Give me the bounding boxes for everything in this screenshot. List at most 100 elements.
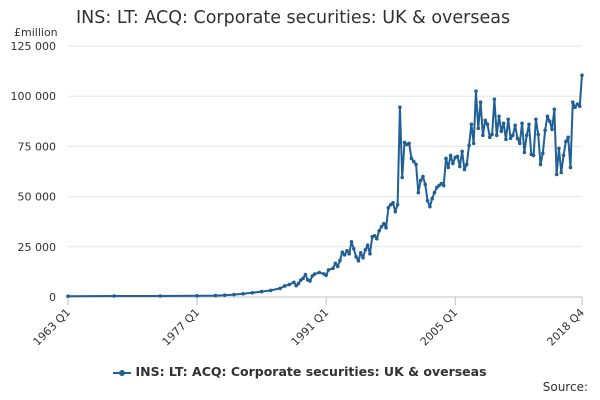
data-point [342,253,347,257]
data-point [557,146,561,151]
data-point [536,132,541,137]
data-point [515,136,520,141]
data-point [499,129,504,134]
data-point [441,183,446,188]
data-point [554,172,559,177]
data-point [458,164,462,169]
x-tick-label: 1977 Q1 [160,306,203,349]
chart-title: INS: LT: ACQ: Corporate securities: UK &… [76,8,511,28]
data-point [361,256,365,260]
data-point [391,200,395,205]
gridlines [68,45,582,298]
data-point [296,281,301,286]
data-point [522,150,527,155]
data-point [513,123,517,128]
data-point [504,137,508,142]
data-point [414,162,418,167]
data-point [559,170,564,175]
legend-label: INS: LT: ACQ: Corporate securities: UK &… [135,364,487,379]
source-label: Source: [542,380,588,394]
y-tick-label: 75 000 [18,140,57,153]
x-tick-label: 2018 Q4 [545,306,588,349]
data-point [488,135,492,140]
data-point [294,283,298,288]
data-point [464,162,469,167]
data-point [365,243,370,247]
data-point [478,100,483,105]
data-point [543,128,547,133]
data-point [455,154,460,159]
data-point [303,272,308,277]
data-point [269,288,273,293]
y-tick-label: 125 000 [11,40,57,53]
data-point [375,236,379,241]
data-point [577,104,582,109]
data-point [317,270,322,275]
data-point [377,228,381,233]
data-point [398,105,402,110]
data-point [550,127,554,132]
data-point [250,290,255,295]
data-point [379,224,384,229]
data-point [451,161,455,166]
data-point [580,73,584,77]
data-point [492,97,497,102]
y-tick-label: 0 [49,291,56,304]
data-point [460,149,464,154]
data-point [474,89,478,93]
data-point [381,221,386,226]
data-point [411,159,416,164]
data-point [158,294,162,298]
data-point [372,233,377,238]
data-point [358,251,363,255]
data-point [232,292,236,297]
data-point [483,118,487,123]
data-point [490,132,494,137]
data-point [462,167,467,172]
data-point [538,162,543,167]
data-point [570,100,575,105]
x-tick-label: 2005 Q1 [418,306,461,349]
data-point [349,239,354,244]
data-point [326,268,331,272]
legend[interactable]: INS: LT: ACQ: Corporate securities: UK &… [0,364,600,379]
y-tick-label: 25 000 [18,241,57,254]
data-point [501,121,506,126]
data-point [354,255,358,259]
data-point [418,178,423,183]
data-point [352,247,356,251]
data-point [527,122,531,127]
data-point [312,272,317,276]
data-point [541,151,545,156]
data-point [517,141,522,146]
data-point [476,126,481,131]
data-point [545,114,550,119]
data-point [494,133,499,138]
data-point [561,153,566,158]
data-point [393,209,398,214]
data-point [324,273,328,278]
data-point [222,293,227,297]
data-point [416,190,421,195]
data-point [409,156,414,161]
data-point [511,133,515,138]
y-tick-label: 100 000 [11,90,57,103]
data-point [531,153,536,158]
data-point [506,117,511,122]
data-point [282,284,287,288]
data-point [338,258,342,263]
x-tick-label: 1991 Q1 [289,306,332,349]
data-point [564,139,568,144]
data-point [467,143,471,148]
data-point [552,107,557,112]
y-axis-unit-label: £million [14,26,58,39]
data-point [368,252,372,256]
data-point [547,119,552,124]
data-point [446,165,451,170]
series-line [67,75,583,298]
data-point [331,266,335,271]
data-point [259,289,264,294]
data-point [287,282,292,287]
data-point [430,196,434,201]
y-axis: 0 25 000 50 000 75 000 100 000 125 000 [11,40,57,304]
